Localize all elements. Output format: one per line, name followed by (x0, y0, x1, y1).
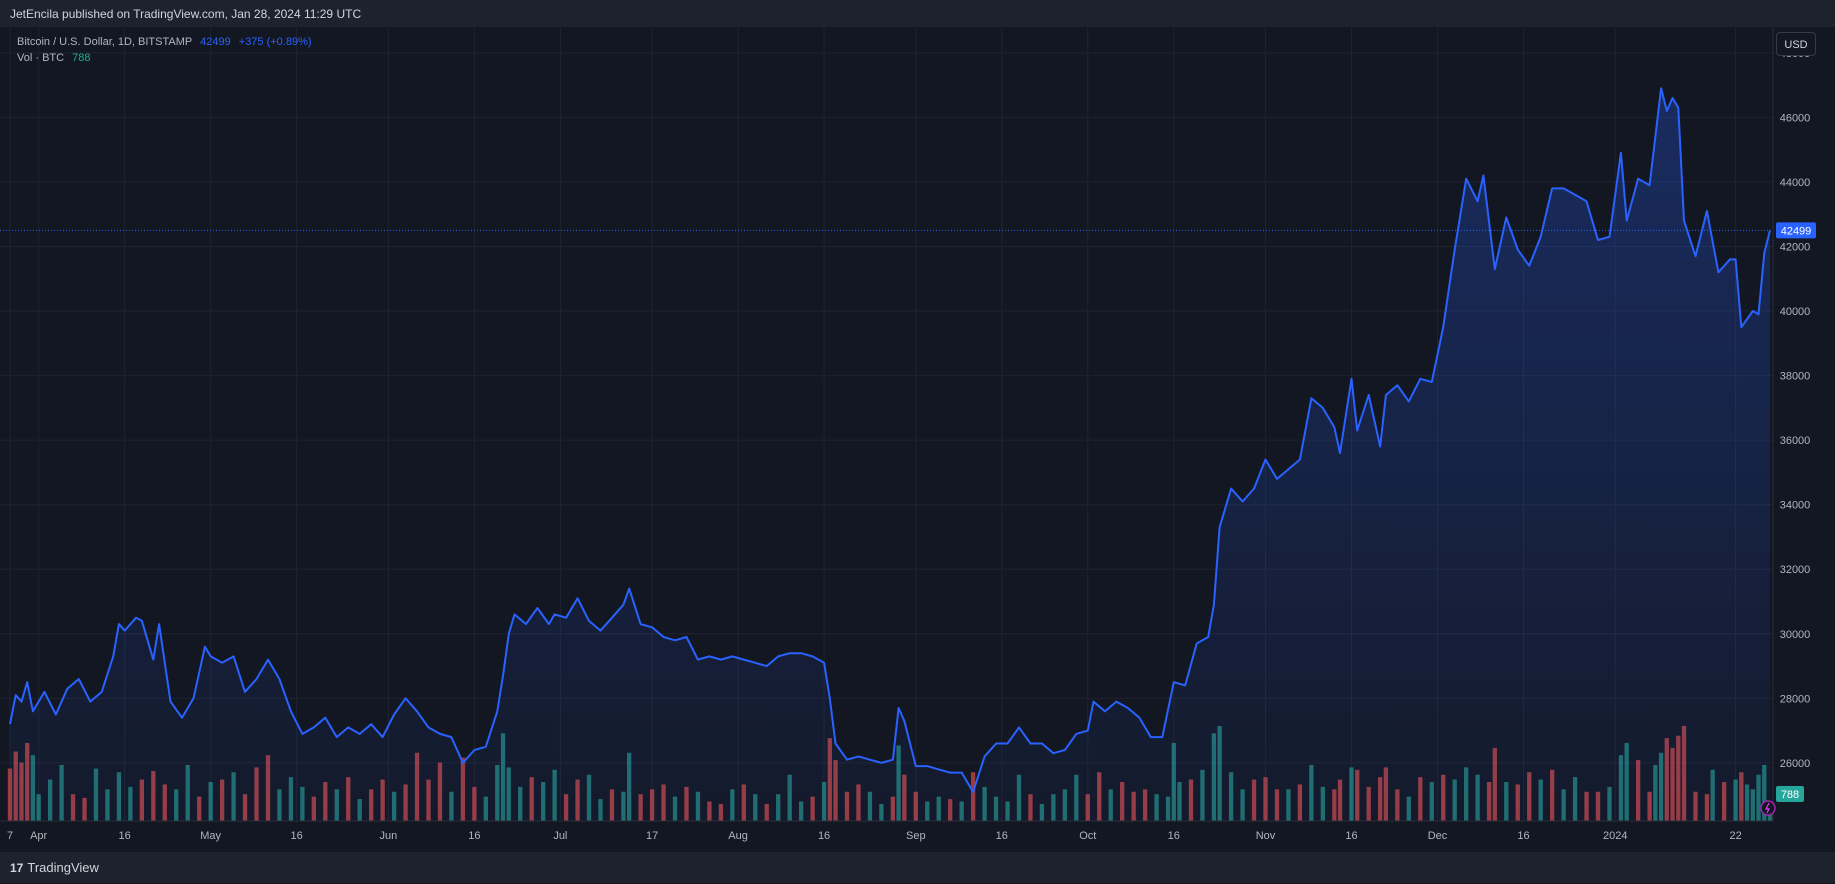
time-tick-label: Nov (1256, 830, 1276, 842)
price-tick-label: 32000 (1780, 564, 1811, 576)
time-tick-label: 16 (1517, 830, 1529, 842)
time-tick-label: 16 (119, 830, 131, 842)
price-tick-label: 34000 (1780, 500, 1811, 512)
price-tick-label: 46000 (1780, 112, 1811, 124)
time-tick-label: 16 (1168, 830, 1180, 842)
time-tick-label: 16 (468, 830, 480, 842)
time-tick-label: Jun (379, 830, 397, 842)
currency-button[interactable]: USD (1776, 32, 1816, 56)
time-tick-label: 16 (291, 830, 303, 842)
symbol-description: Bitcoin / U.S. Dollar, 1D, BITSTAMP (17, 36, 193, 48)
volume-value: 788 (72, 52, 91, 64)
time-tick-label: Apr (30, 830, 47, 842)
time-tick-label: 16 (996, 830, 1008, 842)
published-bar: JetEncila published on TradingView.com, … (0, 0, 1835, 27)
time-tick-label: 16 (818, 830, 830, 842)
symbol-row[interactable]: Bitcoin / U.S. Dollar, 1D, BITSTAMP 4249… (17, 34, 312, 50)
price-area-fill (10, 88, 1770, 822)
time-tick-label: 2024 (1603, 830, 1627, 842)
time-tick-label: 7 (7, 830, 13, 842)
last-price-tag-bg (1776, 222, 1816, 239)
published-text: JetEncila published on TradingView.com, … (10, 7, 362, 21)
time-tick-label: Jul (553, 830, 567, 842)
price-chart[interactable]: 26000 28000 30000 32000 34000 36000 38000 40000… (0, 27, 1835, 852)
time-tick-label: 16 (1345, 830, 1357, 842)
price-tick-label: 44000 (1780, 177, 1811, 189)
alert-icon[interactable] (1760, 800, 1776, 816)
time-axis[interactable]: 7 Apr 16 May 16 Jun 16 Jul 17 Aug 16 Sep 16 Oct 16 Nov 1… (7, 830, 1742, 842)
price-tick-label: 38000 (1780, 371, 1811, 383)
legend-price: 42499 (200, 36, 231, 48)
price-axis[interactable]: 26000 28000 30000 32000 34000 36000 38000 40000… (1780, 48, 1811, 770)
legend-change: +375 (+0.89%) (238, 36, 312, 48)
time-tick-label: May (200, 830, 221, 842)
price-line (9, 87, 1771, 793)
time-tick-label: 22 (1729, 830, 1741, 842)
time-tick-label: 17 (646, 830, 658, 842)
time-axis-bg (0, 821, 1835, 852)
price-tick-label: 28000 (1780, 693, 1811, 705)
footer-brand[interactable]: TradingView (27, 860, 99, 875)
volume-row[interactable]: Vol · BTC 788 (17, 50, 312, 66)
price-tick-label: 26000 (1780, 758, 1811, 770)
time-tick-label: Oct (1079, 830, 1096, 842)
tradingview-logo-icon[interactable]: 17 (10, 861, 24, 875)
price-tick-label: 40000 (1780, 306, 1811, 318)
price-tick-label: 42000 (1780, 241, 1811, 253)
volume-label: Vol · BTC (17, 52, 65, 64)
price-tick-label: 36000 (1780, 435, 1811, 447)
last-price-tag-label: 42499 (1781, 225, 1812, 237)
volume-tag-bg (1776, 786, 1804, 802)
last-price-tag: 42499 (1776, 222, 1816, 239)
footer-bar: 17 TradingView (0, 852, 1835, 883)
price-axis-bg (1773, 27, 1835, 852)
time-tick-label: Dec (1428, 830, 1448, 842)
volume-tag-label: 788 (1781, 789, 1799, 801)
chart-legend: Bitcoin / U.S. Dollar, 1D, BITSTAMP 4249… (17, 34, 312, 66)
time-tick-label: Sep (906, 830, 926, 842)
time-tick-label: Aug (728, 830, 748, 842)
price-tick-label: 30000 (1780, 629, 1811, 641)
volume-tag: 788 (1776, 786, 1804, 802)
